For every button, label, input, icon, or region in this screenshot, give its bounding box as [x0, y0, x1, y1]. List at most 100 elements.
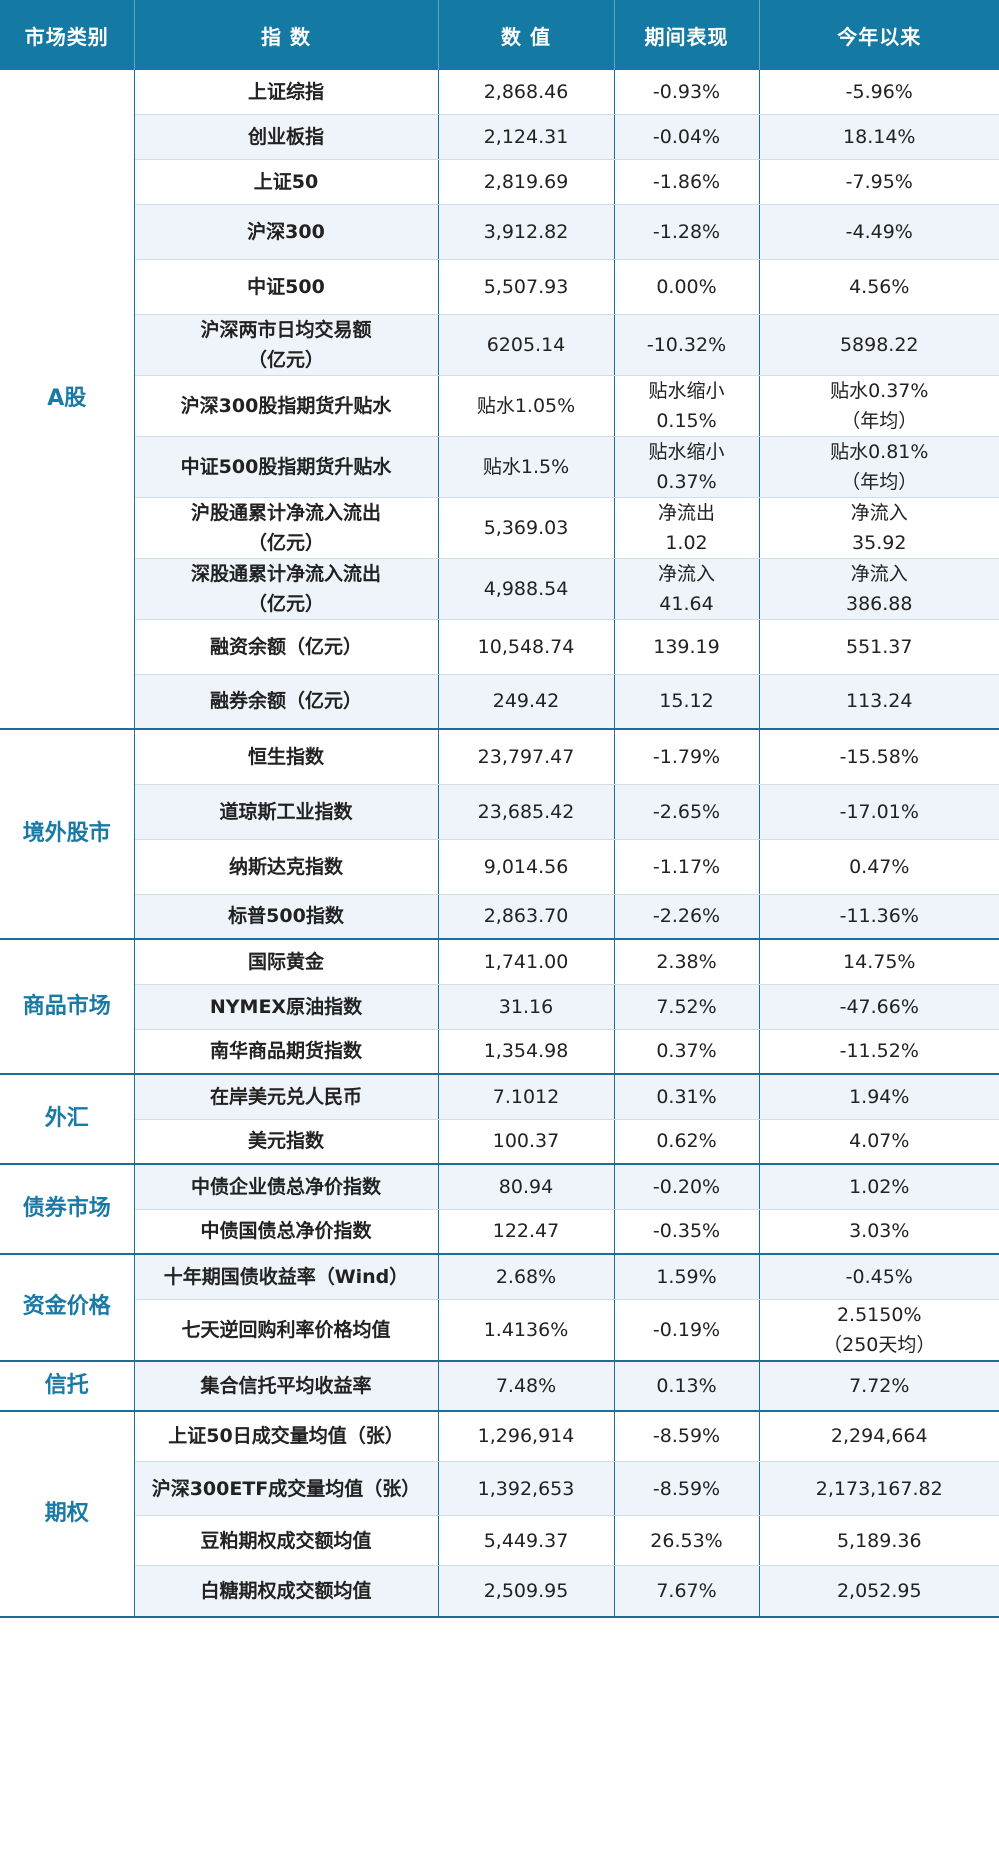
- period-performance-cell: 0.31%: [614, 1074, 760, 1120]
- period-performance-cell: 7.52%: [614, 984, 760, 1030]
- index-name-text: 沪深300: [247, 220, 325, 243]
- ytd-cell: 2,173,167.82: [759, 1461, 999, 1516]
- table-row: 标普500指数 2,863.70 -2.26% -11.36%: [0, 894, 999, 940]
- index-name-text: 上证综指: [247, 80, 324, 103]
- ytd-text: -47.66%: [839, 995, 919, 1018]
- index-name-cell: 沪深两市日均交易额 （亿元）: [134, 314, 439, 376]
- value-text: 31.16: [498, 995, 554, 1018]
- header-value: 数 值: [438, 0, 615, 70]
- ytd-text: 贴水0.37%: [830, 379, 929, 402]
- period-performance-text: -1.79%: [652, 745, 721, 768]
- ytd-text: 1.94%: [849, 1085, 910, 1108]
- value-cell: 7.1012: [438, 1074, 615, 1120]
- ytd-cell: 净流入 386.88: [759, 558, 999, 620]
- ytd-text: 4.56%: [849, 275, 910, 298]
- table-row: 信托 集合信托平均收益率 7.48% 0.13% 7.72%: [0, 1360, 999, 1412]
- table-row: 外汇 在岸美元兑人民币 7.1012 0.31% 1.94%: [0, 1074, 999, 1165]
- value-cell: 249.42: [438, 674, 615, 730]
- ytd-text: 2,173,167.82: [815, 1477, 943, 1500]
- value-text: 5,507.93: [483, 275, 569, 298]
- value-cell: 1,392,653: [438, 1461, 615, 1516]
- ytd-text: 4.07%: [849, 1130, 910, 1153]
- period-performance-text: -1.28%: [652, 220, 721, 243]
- index-name-text: 标普500指数: [228, 905, 344, 928]
- ytd-text: -4.49%: [845, 220, 913, 243]
- value-cell: 3,912.82: [438, 204, 615, 260]
- period-performance-text: 0.62%: [656, 1130, 717, 1153]
- table-row: 中证500股指期货升贴水 贴水1.5% 贴水缩小 0.37% 贴水0.81% （年均）: [0, 436, 999, 498]
- value-text: 1.4136%: [483, 1318, 569, 1341]
- period-performance-text: 1.02: [665, 531, 708, 554]
- index-name-cell: 豆粕期权成交额均值: [134, 1515, 439, 1566]
- index-name-text: 七天逆回购利率价格均值: [181, 1318, 391, 1341]
- index-name-cell: 沪深300ETF成交量均值（张）: [134, 1461, 439, 1516]
- ytd-text: -15.58%: [839, 745, 919, 768]
- value-text: 9,014.56: [483, 855, 569, 878]
- ytd-cell: -11.52%: [759, 1029, 999, 1075]
- period-performance-cell: -1.79%: [614, 729, 760, 785]
- period-performance-text: 15.12: [659, 690, 714, 713]
- index-name-text: 国际黄金: [247, 950, 324, 973]
- value-text: 贴水1.5%: [482, 455, 570, 478]
- value-cell: 2,863.70: [438, 894, 615, 940]
- ytd-cell: 贴水0.37% （年均）: [759, 375, 999, 437]
- index-name-cell: 中债国债总净价指数: [134, 1209, 439, 1255]
- index-name-text: 中债企业债总净价指数: [190, 1175, 381, 1198]
- value-cell: 2,124.31: [438, 114, 615, 160]
- ytd-cell: 4.56%: [759, 259, 999, 315]
- period-performance-text: 贴水缩小: [648, 440, 725, 463]
- value-text: 23,685.42: [477, 800, 575, 823]
- value-text: 1,354.98: [483, 1040, 569, 1063]
- table-row: 沪深300 3,912.82 -1.28% -4.49%: [0, 204, 999, 260]
- value-cell: 31.16: [438, 984, 615, 1030]
- ytd-cell: -47.66%: [759, 984, 999, 1030]
- period-performance-cell: -8.59%: [614, 1461, 760, 1516]
- index-name-text: 沪股通累计净流入流出: [190, 501, 381, 524]
- index-name-text: 沪深300ETF成交量均值（张）: [151, 1477, 421, 1500]
- value-cell: 4,988.54: [438, 558, 615, 620]
- period-performance-text: 41.64: [659, 592, 714, 615]
- index-name-text: 纳斯达克指数: [228, 855, 343, 878]
- table-row: 中债国债总净价指数 122.47 -0.35% 3.03%: [0, 1209, 999, 1255]
- market-data-table: 市场类别 指 数 数 值 期间表现 今年以来 A股 上证综指 2,868.46 -0.…: [0, 0, 999, 1618]
- period-performance-text: -0.04%: [652, 125, 721, 148]
- index-name-cell: 融券余额（亿元）: [134, 674, 439, 730]
- table-row: 沪股通累计净流入流出 （亿元） 5,369.03 净流出 1.02 净流入 35.92: [0, 497, 999, 559]
- value-cell: 80.94: [438, 1164, 615, 1210]
- ytd-cell: 18.14%: [759, 114, 999, 160]
- period-performance-cell: -10.32%: [614, 314, 760, 376]
- table-row: 南华商品期货指数 1,354.98 0.37% -11.52%: [0, 1029, 999, 1075]
- period-performance-text: 0.00%: [656, 275, 717, 298]
- index-name-cell: 道琼斯工业指数: [134, 784, 439, 840]
- value-text: 1,392,653: [477, 1477, 575, 1500]
- ytd-text: 113.24: [846, 690, 913, 713]
- period-performance-cell: 139.19: [614, 619, 760, 675]
- period-performance-cell: 净流出 1.02: [614, 497, 760, 559]
- ytd-text: 386.88: [846, 592, 913, 615]
- period-performance-text: 1.59%: [656, 1265, 717, 1288]
- period-performance-cell: -1.28%: [614, 204, 760, 260]
- ytd-text: 贴水0.81%: [830, 440, 929, 463]
- period-performance-cell: 15.12: [614, 674, 760, 730]
- period-performance-cell: 26.53%: [614, 1515, 760, 1566]
- table-row: 白糖期权成交额均值 2,509.95 7.67% 2,052.95: [0, 1565, 999, 1618]
- period-performance-text: 净流入: [657, 562, 715, 585]
- value-cell: 122.47: [438, 1209, 615, 1255]
- value-cell: 1.4136%: [438, 1299, 615, 1362]
- value-text: 23,797.47: [477, 745, 575, 768]
- ytd-text: 2,294,664: [830, 1425, 928, 1448]
- table-row: 资金价格 十年期国债收益率（Wind） 2.68% 1.59% -0.45%: [0, 1254, 999, 1362]
- index-name-cell: 上证综指: [134, 70, 439, 115]
- index-name-text: 十年期国债收益率（Wind）: [163, 1265, 409, 1288]
- value-text: 2,124.31: [483, 125, 569, 148]
- period-performance-cell: 贴水缩小 0.15%: [614, 375, 760, 437]
- period-performance-cell: -1.17%: [614, 839, 760, 895]
- ytd-cell: 551.37: [759, 619, 999, 675]
- value-text: 2,509.95: [483, 1579, 569, 1602]
- value-cell: 2,868.46: [438, 70, 615, 115]
- value-cell: 100.37: [438, 1119, 615, 1165]
- period-performance-text: -0.19%: [652, 1318, 721, 1341]
- index-name-text: 中债国债总净价指数: [200, 1220, 372, 1243]
- market-category-cell: 外汇: [0, 1074, 135, 1165]
- ytd-text: 净流入: [850, 501, 908, 524]
